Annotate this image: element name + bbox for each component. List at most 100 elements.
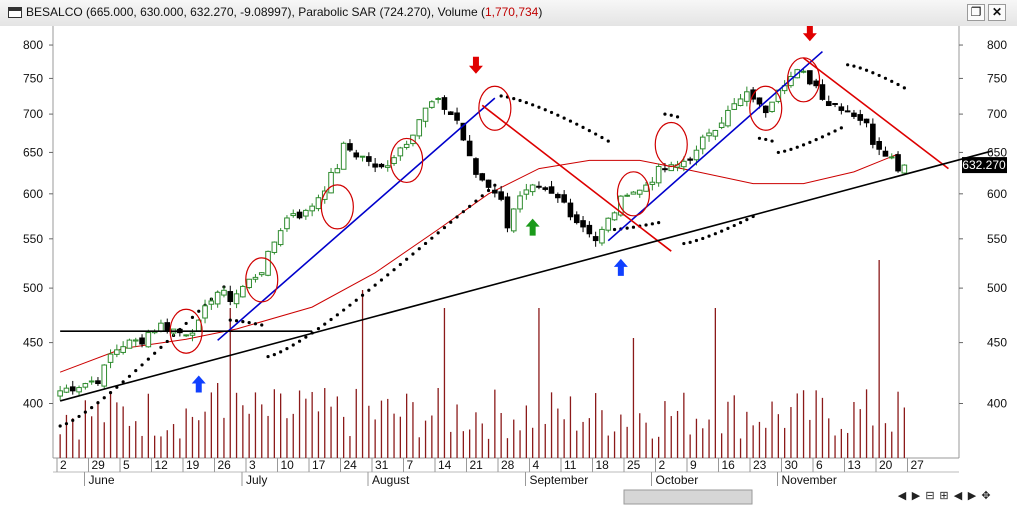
candle-body	[668, 164, 675, 172]
sar-dot	[134, 369, 138, 373]
candle-body	[403, 143, 410, 148]
right-price-tick-label: 600	[987, 187, 1007, 201]
sar-dot	[650, 222, 654, 226]
candle-body	[895, 154, 901, 172]
restore-window-button[interactable]: ❐	[967, 4, 985, 21]
sar-dot	[386, 273, 390, 277]
candle-body	[580, 220, 586, 228]
sar-dot	[304, 335, 308, 339]
candle-body	[271, 241, 278, 253]
candle-body	[429, 101, 435, 108]
horizontal-scrollbar-thumb[interactable]	[623, 489, 753, 505]
nav-fit-icon[interactable]: ⊞	[939, 490, 949, 502]
sar-dot	[96, 401, 100, 405]
sar-dot	[455, 215, 459, 219]
candle-body	[718, 122, 725, 129]
candle-body	[378, 163, 385, 168]
left-price-tick-label: 500	[23, 281, 43, 295]
right-price-tick-label: 750	[987, 71, 1007, 85]
candle-body	[731, 103, 738, 110]
sar-dot	[392, 268, 396, 272]
date-tick-label: 5	[123, 458, 130, 472]
sar-dot	[770, 139, 774, 143]
candle-body	[636, 189, 643, 195]
candle-body	[857, 114, 864, 121]
candle-body	[164, 322, 171, 331]
volume-bars	[59, 260, 905, 458]
sar-dot	[663, 112, 667, 116]
title-bar: BESALCO (665.000, 630.000, 632.270, -9.0…	[0, 0, 1017, 27]
uptrend-trendline	[607, 50, 823, 242]
date-tick-label: 18	[596, 458, 610, 472]
sar-dot	[354, 298, 358, 302]
sar-dot	[430, 236, 434, 240]
candle-body	[328, 171, 334, 194]
left-price-tick-label: 400	[23, 397, 43, 411]
candle-body	[592, 236, 599, 242]
candle-body	[214, 291, 221, 305]
nav-first-icon[interactable]: ◀	[897, 490, 907, 502]
chart-title-main: BESALCO (665.000, 630.000, 632.270, -9.0…	[26, 5, 485, 19]
candle-body	[233, 293, 240, 305]
sar-dot	[140, 363, 144, 367]
candle-body	[246, 278, 252, 289]
sar-dot	[745, 218, 749, 222]
sar-dot	[833, 129, 837, 133]
sar-dot	[493, 183, 497, 187]
sar-dot	[165, 339, 169, 344]
candle-body	[744, 91, 750, 102]
circle-annotations	[169, 57, 821, 354]
sar-dot	[757, 136, 762, 140]
left-price-tick-label: 600	[23, 187, 43, 201]
sar-dot	[864, 68, 869, 72]
candle-body	[265, 250, 271, 276]
candle-body	[630, 191, 637, 195]
sar-dot	[877, 73, 881, 78]
date-tick-label: 28	[501, 458, 515, 472]
candle-body	[88, 380, 95, 383]
month-label: September	[530, 473, 589, 487]
sar-dot	[461, 210, 465, 214]
nav-zoom-out-icon[interactable]: ⊟	[925, 490, 935, 502]
sar-dot	[58, 424, 62, 428]
sar-dot	[783, 149, 787, 153]
candle-body	[189, 332, 196, 336]
candle-body	[649, 181, 656, 185]
sar-dot	[795, 145, 799, 149]
candle-body	[82, 383, 89, 388]
candle-body	[221, 289, 227, 296]
circle-annotation	[390, 137, 424, 184]
right-price-tick-label: 400	[987, 397, 1007, 411]
candle-body	[643, 184, 649, 192]
left-price-tick-label: 750	[23, 71, 43, 85]
sar-dot	[625, 226, 629, 230]
candle-body	[573, 214, 580, 224]
candle-body	[832, 103, 838, 106]
date-tick-label: 29	[92, 458, 106, 472]
candle-body	[315, 197, 322, 210]
candle-body	[807, 70, 813, 85]
sar-dot	[694, 238, 699, 243]
nav-scroll-left-icon[interactable]: ◀	[953, 490, 963, 502]
candle-body	[611, 212, 618, 221]
trendlines	[59, 50, 993, 402]
nav-scroll-right-icon[interactable]: ▶	[967, 490, 977, 502]
sar-dot	[297, 339, 302, 343]
date-tick-label: 14	[438, 458, 452, 472]
candle-body	[662, 168, 668, 171]
candle-body	[492, 189, 498, 194]
nav-move-icon[interactable]: ✥	[981, 490, 991, 502]
close-window-button[interactable]: ✕	[988, 4, 1006, 21]
price-chart: 400 400 450 450 500 500 550 550 600 600 650 650 700 7…	[0, 26, 1017, 508]
sar-dot	[90, 405, 94, 410]
sar-dot	[379, 278, 384, 282]
candle-body	[366, 156, 372, 162]
candle-body	[391, 157, 397, 164]
candle-body	[227, 291, 234, 302]
candle-body	[145, 332, 152, 348]
sar-dot	[285, 347, 289, 351]
sar-dot	[594, 132, 598, 136]
date-tick-label: 21	[470, 458, 484, 472]
nav-zoom-in-icon[interactable]: ▶	[911, 490, 921, 502]
date-tick-label: 31	[375, 458, 389, 472]
